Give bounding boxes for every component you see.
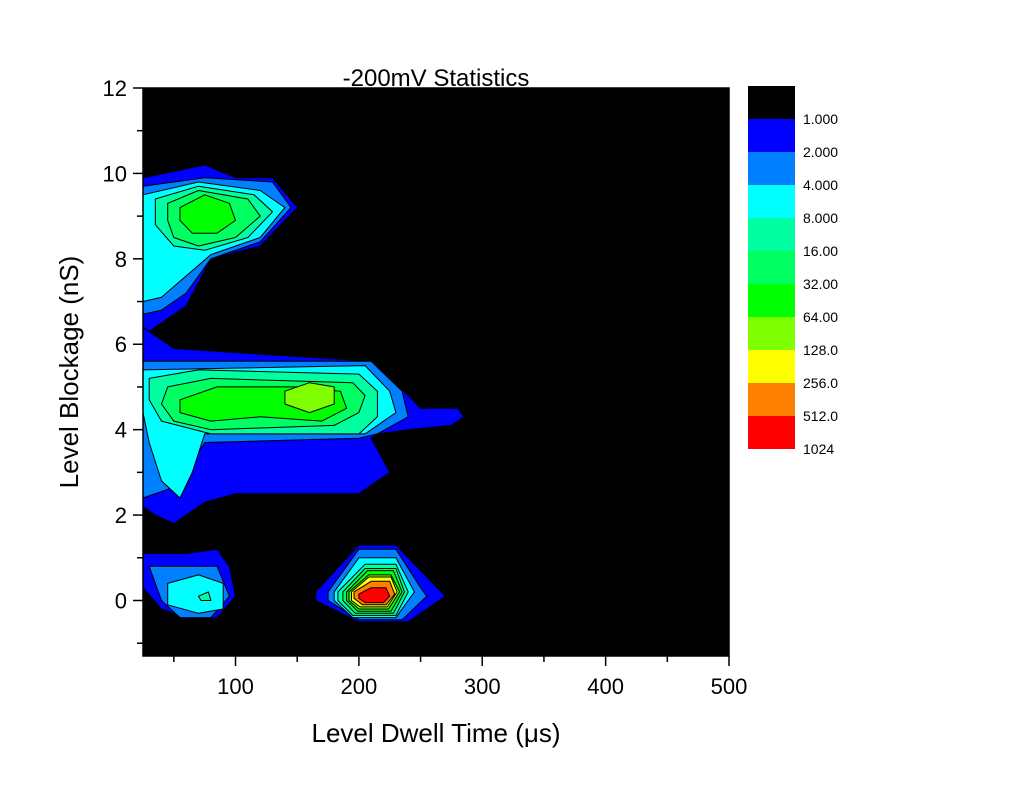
x-tick-label: 300 xyxy=(464,674,501,699)
contour-level-128-12 xyxy=(284,382,335,414)
x-tick-label: 500 xyxy=(711,674,748,699)
legend-level-label: 4.000 xyxy=(803,177,838,193)
x-tick-label: 200 xyxy=(341,674,378,699)
legend-level-label: 8.000 xyxy=(803,210,838,226)
x-axis-title: Level Dwell Time (μs) xyxy=(311,718,560,748)
contour-level-64-5 xyxy=(179,194,236,234)
y-tick-label: 4 xyxy=(115,418,127,443)
legend-swatch xyxy=(748,185,795,218)
contour-level-8-15 xyxy=(167,574,224,614)
legend-level-label: 1.000 xyxy=(803,111,838,127)
legend-level-label: 128.0 xyxy=(803,342,838,358)
x-tick-label: 100 xyxy=(217,674,254,699)
y-tick-label: 8 xyxy=(115,247,127,272)
y-tick-label: 12 xyxy=(103,76,127,101)
legend-level-label: 1024 xyxy=(803,441,834,457)
contour-level-1024-26 xyxy=(358,587,391,604)
legend-level-label: 512.0 xyxy=(803,408,838,424)
legend-swatch xyxy=(748,284,795,317)
y-tick-label: 2 xyxy=(115,503,127,528)
color-scale-legend: 1.000 2.000 4.000 8.000 16.00 32.00 64.00 128.0… xyxy=(748,86,838,457)
legend-swatch xyxy=(748,86,795,119)
y-tick-label: 0 xyxy=(115,588,127,613)
contour-level-16-16 xyxy=(198,591,212,601)
y-tick-label: 6 xyxy=(115,332,127,357)
legend-swatch xyxy=(748,119,795,152)
contour-layer xyxy=(142,164,465,623)
legend-swatch xyxy=(748,383,795,416)
legend-swatch xyxy=(748,251,795,284)
legend-level-label: 2.000 xyxy=(803,144,838,160)
x-axis: 100 200 300 400 500 xyxy=(173,656,748,699)
legend-level-label: 256.0 xyxy=(803,375,838,391)
y-tick-label: 10 xyxy=(103,161,127,186)
legend-swatch xyxy=(748,350,795,383)
y-axis: 0 2 4 6 8 10 12 xyxy=(103,76,143,644)
legend-level-label: 32.00 xyxy=(803,276,838,292)
legend-swatch xyxy=(748,218,795,251)
x-tick-label: 400 xyxy=(587,674,624,699)
legend-level-label: 64.00 xyxy=(803,309,838,325)
legend-swatch xyxy=(748,152,795,185)
legend-swatch xyxy=(748,317,795,350)
plot-frame xyxy=(142,87,730,657)
legend-swatch xyxy=(748,416,795,449)
y-axis-title: Level Blockage (nS) xyxy=(54,256,84,489)
legend-level-label: 16.00 xyxy=(803,243,838,259)
